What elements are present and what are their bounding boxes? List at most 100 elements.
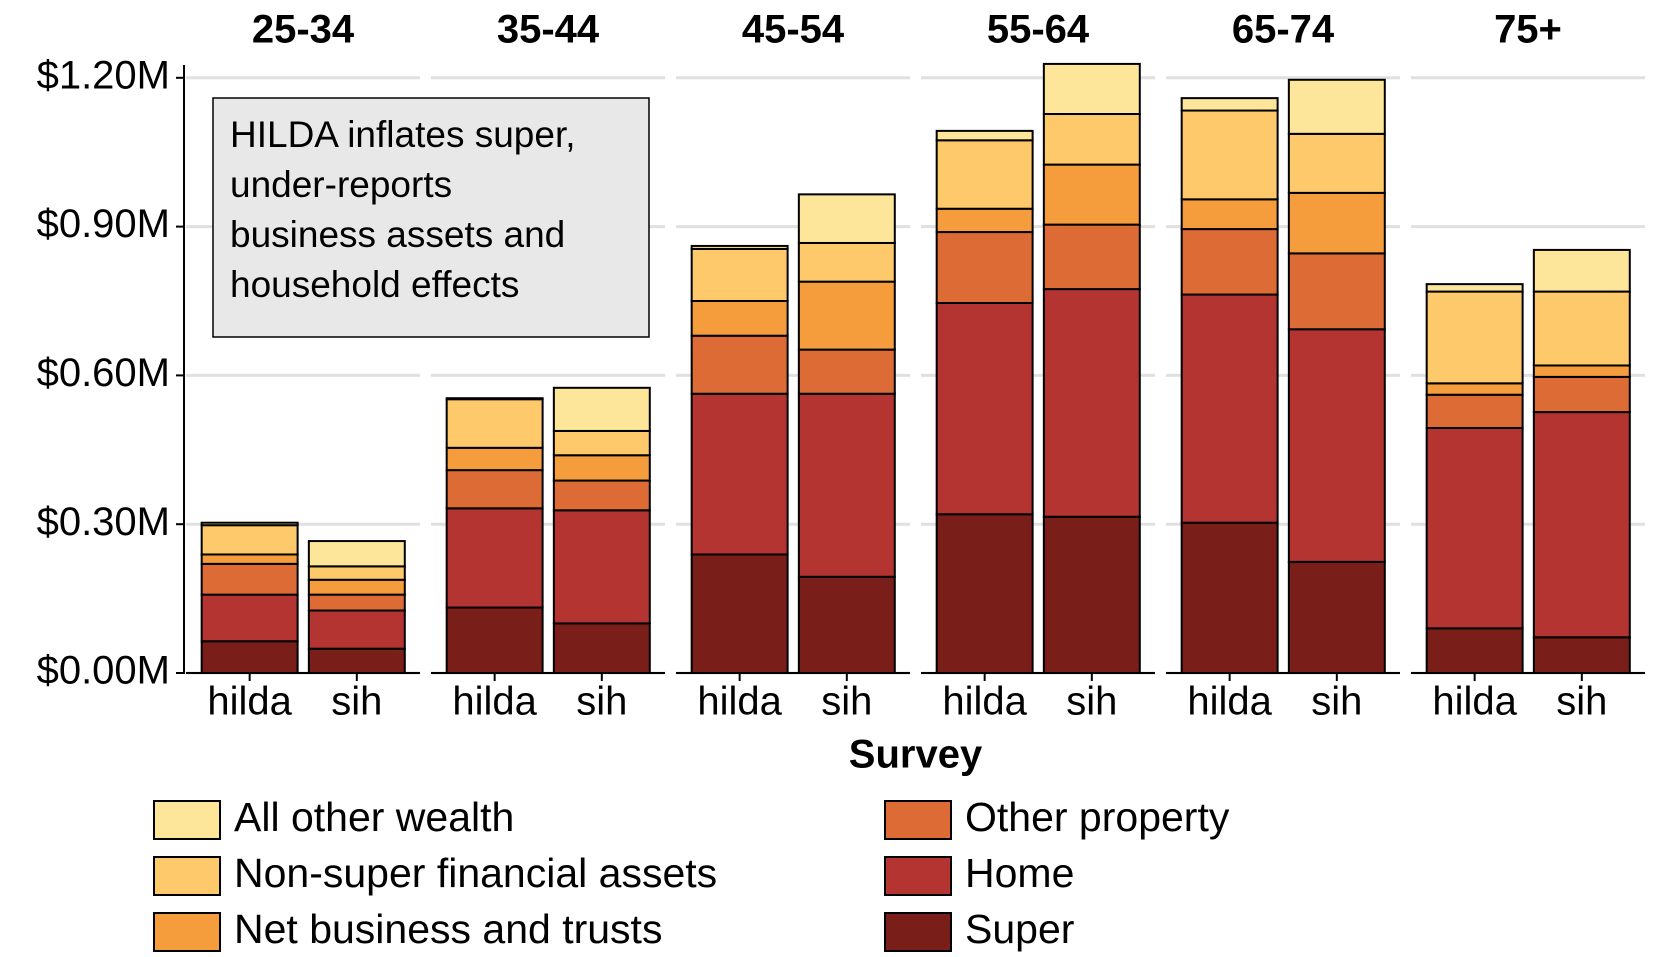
x-tick-label: sih bbox=[1311, 680, 1362, 724]
bar-segment bbox=[552, 622, 651, 675]
bar-segment bbox=[690, 553, 789, 674]
legend-label: All other wealth bbox=[234, 794, 514, 840]
x-tick-label: sih bbox=[1556, 680, 1607, 724]
bar-segment bbox=[1042, 163, 1141, 226]
bar-segment bbox=[200, 562, 299, 596]
x-tick-label: hilda bbox=[452, 680, 537, 724]
y-tick-label: $1.20M bbox=[37, 53, 170, 97]
x-tick-label: sih bbox=[576, 680, 627, 724]
bar-segment bbox=[1287, 560, 1386, 674]
legend-label: Super bbox=[965, 906, 1074, 952]
bar-segment bbox=[935, 139, 1034, 210]
annotation-text: under-reports bbox=[230, 164, 452, 205]
bar-segment bbox=[200, 553, 299, 565]
bar-segment bbox=[552, 429, 651, 457]
bar-segment bbox=[445, 507, 544, 609]
bar-segment bbox=[935, 129, 1034, 142]
bar-segment bbox=[552, 509, 651, 625]
x-tick-label: hilda bbox=[1187, 680, 1272, 724]
annotation-text: business assets and bbox=[230, 214, 565, 255]
bar-segment bbox=[307, 593, 406, 612]
bar-segment bbox=[200, 593, 299, 643]
bar-segment bbox=[1287, 252, 1386, 331]
bar-segment bbox=[935, 301, 1034, 516]
bar-segment bbox=[552, 386, 651, 432]
bar-segment bbox=[1425, 290, 1524, 385]
bar-segment bbox=[797, 280, 896, 351]
legend-swatch bbox=[153, 856, 221, 896]
bar-segment bbox=[690, 244, 789, 250]
bar-segment bbox=[1180, 293, 1279, 524]
bar-segment bbox=[307, 609, 406, 650]
bar-segment bbox=[1042, 62, 1141, 116]
x-tick-label: hilda bbox=[697, 680, 782, 724]
bar-segment bbox=[307, 540, 406, 568]
bar-segment bbox=[1287, 328, 1386, 563]
bar-segment bbox=[200, 524, 299, 556]
facet-title: 35-44 bbox=[497, 8, 600, 52]
bar-segment bbox=[1287, 191, 1386, 255]
bar-segment bbox=[797, 392, 896, 578]
bar-segment bbox=[1042, 288, 1141, 518]
bar-segment bbox=[935, 231, 1034, 304]
bar-segment bbox=[690, 334, 789, 395]
facet-title: 55-64 bbox=[987, 8, 1090, 52]
bar-segment bbox=[307, 578, 406, 596]
bar-segment bbox=[1287, 132, 1386, 194]
y-tick-label: $0.60M bbox=[37, 351, 170, 395]
x-axis-title: Survey bbox=[849, 733, 983, 777]
facet-title: 65-74 bbox=[1232, 8, 1335, 52]
bar-segment bbox=[1532, 290, 1631, 367]
x-tick-label: hilda bbox=[1432, 680, 1517, 724]
facet-title: 45-54 bbox=[742, 8, 845, 52]
bar-segment bbox=[797, 575, 896, 674]
bar-segment bbox=[307, 647, 406, 674]
bar-segment bbox=[445, 446, 544, 472]
bar-segment bbox=[552, 479, 651, 512]
y-tick-label: $0.00M bbox=[37, 649, 170, 693]
bar-segment bbox=[445, 606, 544, 675]
legend-label: Net business and trusts bbox=[234, 906, 662, 952]
legend-swatch bbox=[153, 912, 221, 952]
bar-segment bbox=[690, 247, 789, 302]
bar-segment bbox=[1425, 627, 1524, 674]
x-tick-label: sih bbox=[331, 680, 382, 724]
bar-segment bbox=[1180, 521, 1279, 674]
x-tick-label: hilda bbox=[207, 680, 292, 724]
bar-segment bbox=[797, 348, 896, 395]
x-tick-label: sih bbox=[821, 680, 872, 724]
x-tick-label: hilda bbox=[942, 680, 1027, 724]
bar-segment bbox=[200, 640, 299, 674]
annotation-text: household effects bbox=[230, 264, 519, 305]
bar-segment bbox=[1425, 393, 1524, 429]
annotation-box bbox=[212, 97, 650, 338]
legend-swatch bbox=[884, 912, 952, 952]
x-tick-label: sih bbox=[1066, 680, 1117, 724]
bar-segment bbox=[552, 454, 651, 482]
bar-segment bbox=[935, 207, 1034, 234]
y-tick-label: $0.30M bbox=[37, 500, 170, 544]
bar-segment bbox=[1425, 382, 1524, 396]
bar-segment bbox=[1180, 97, 1279, 112]
bar-segment bbox=[1532, 375, 1631, 414]
bar-segment bbox=[1425, 426, 1524, 630]
legend-label: Other property bbox=[965, 794, 1230, 840]
annotation-text: HILDA inflates super, bbox=[230, 114, 576, 155]
legend-label: Non-super financial assets bbox=[234, 850, 717, 896]
bar-segment bbox=[690, 300, 789, 337]
legend-swatch bbox=[884, 800, 952, 840]
bar-segment bbox=[1180, 109, 1279, 201]
bar-segment bbox=[1287, 78, 1386, 135]
facet-title: 75+ bbox=[1494, 8, 1562, 52]
bar-segment bbox=[690, 392, 789, 556]
bar-segment bbox=[307, 565, 406, 581]
bar-segment bbox=[1532, 248, 1631, 293]
bar-segment bbox=[200, 521, 299, 527]
bar-segment bbox=[1532, 411, 1631, 639]
bar-segment bbox=[445, 398, 544, 449]
facet-title: 25-34 bbox=[252, 8, 355, 52]
bar-segment bbox=[1042, 223, 1141, 291]
bar-segment bbox=[1042, 515, 1141, 675]
